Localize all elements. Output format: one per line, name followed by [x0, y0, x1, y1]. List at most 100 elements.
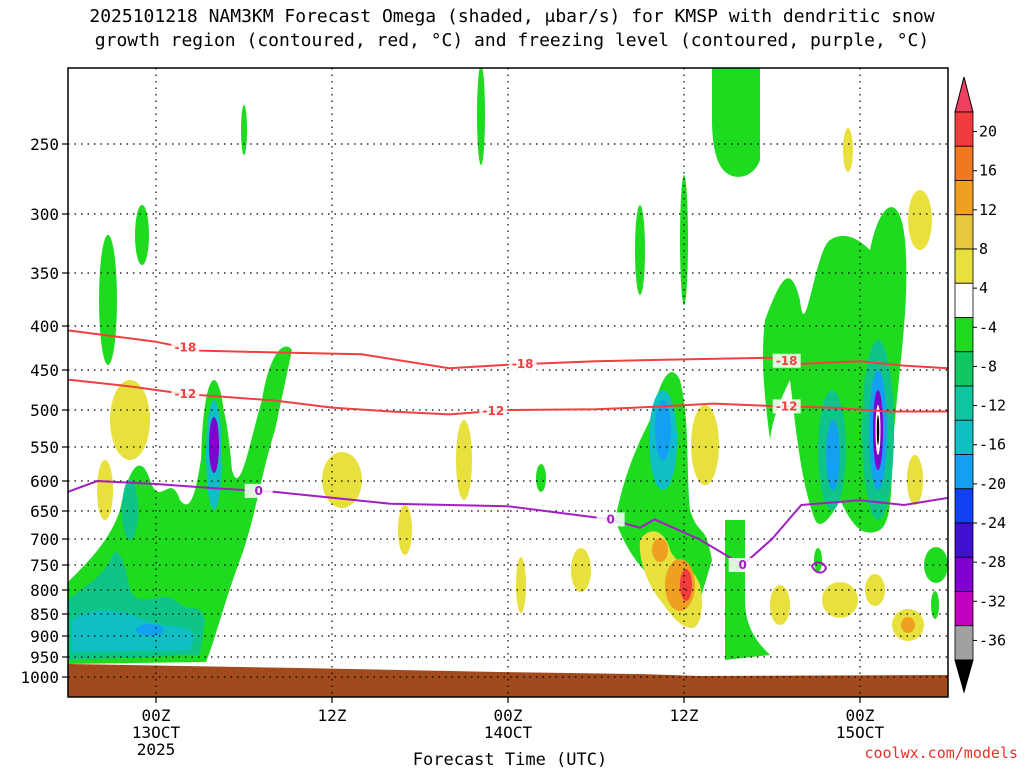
contour-label-bg: [171, 387, 200, 401]
plot-inner: -18 -18 -18 -12 -12 -12 0 0 0: [68, 68, 948, 697]
omega-region-main-blue: [655, 400, 671, 460]
omega-region-main-orange2: [652, 538, 668, 562]
x-axis-label: Forecast Time (UTC): [413, 750, 607, 768]
contour-label-bg: [479, 404, 508, 419]
y-tick-label-800: 800: [30, 581, 59, 600]
colorbar-cell: [954, 522, 974, 558]
omega-region-late-top-yellow: [843, 128, 853, 172]
colorbar-cell: [954, 282, 974, 318]
contour-label-freezing-level: 0: [606, 512, 614, 526]
contour-label-bg: [171, 340, 200, 355]
x-tick-label: 00Z: [846, 706, 875, 725]
contour-label-dsg-minus-18: -18: [776, 354, 798, 368]
y-tick-label-550: 550: [30, 438, 59, 457]
omega-region-top-streak: [241, 105, 247, 155]
colorbar-label: -32: [979, 592, 1006, 610]
colorbar-cell: [954, 419, 974, 455]
colorbar-label: -28: [979, 553, 1006, 571]
omega-region-late-low-yellow4: [770, 585, 790, 625]
omega-region-top-green-block: [712, 68, 760, 177]
colorbar-label: 20: [979, 123, 997, 141]
omega-region-mid-yellow4: [516, 557, 526, 613]
plot-area: -18 -18 -18 -12 -12 -12 0 0 0 250 300 350 400 450 500 5…: [20, 67, 949, 759]
omega-region-main-red: [680, 569, 692, 601]
omega-region-mid-yellow3: [456, 420, 472, 500]
contour-label-dsg-minus-12: -12: [174, 387, 196, 401]
omega-region-late-low-yellow: [822, 582, 858, 618]
x-tick-label: 12Z: [318, 706, 347, 725]
omega-region-early-teal2: [122, 480, 138, 540]
contour-freezing-level-loop: [810, 561, 828, 574]
omega-region-upper-left-green: [99, 235, 117, 365]
omega-region-late-yellow: [907, 455, 923, 505]
colorbar: 20 16 12 8 4 -4 -8 -12 -16 -20 -24 -28 -32 -36: [954, 76, 1006, 694]
contour-label-dsg-minus-12: -12: [482, 404, 504, 418]
y-tick-label-600: 600: [30, 472, 59, 491]
contour-label-dsg-minus-12: -12: [776, 399, 798, 413]
contour-label-dsg-minus-18: -18: [174, 341, 196, 355]
omega-region-upper-green-2: [135, 205, 149, 265]
contour-label-freezing-level: 0: [738, 558, 746, 572]
omega-region-late-blue: [826, 420, 840, 490]
x-tick-label: 2025: [137, 740, 176, 759]
omega-region-early-blue: [136, 624, 164, 636]
omega-region-main-green2: [725, 520, 770, 660]
omega-region-column-purple: [209, 417, 219, 473]
y-tick-label-900: 900: [30, 627, 59, 646]
colorbar-label: -36: [979, 631, 1006, 649]
x-tick-label: 12Z: [670, 706, 699, 725]
x-tick-label: 13OCT: [132, 723, 181, 742]
contour-label-bg: [596, 512, 625, 527]
colorbar-label: 4: [979, 279, 988, 297]
colorbar-cell: [954, 454, 974, 490]
colorbar-bottom-arrow: [954, 659, 974, 694]
omega-region-upper-green-3: [635, 205, 645, 295]
contour-label-bg: [772, 353, 801, 368]
x-tick-label: 00Z: [494, 706, 523, 725]
y-tick-label-850: 850: [30, 605, 59, 624]
colorbar-cell: [954, 385, 974, 421]
colorbar-label: -16: [979, 436, 1006, 454]
x-tick-label: 14OCT: [484, 723, 533, 742]
colorbar-cell: [954, 214, 974, 250]
colorbar-label: -20: [979, 475, 1006, 493]
omega-region-late-green-small: [814, 548, 822, 572]
colorbar-label: 8: [979, 240, 988, 258]
omega-region-late-upper-yellow: [908, 190, 932, 250]
contour-label-bg: [728, 558, 757, 572]
colorbar-label: -4: [979, 318, 997, 336]
contour-dsg-minus-18: [68, 329, 948, 370]
colorbar-label: -8: [979, 357, 997, 375]
omega-region-late-low-orange: [901, 617, 915, 633]
chart-title-line2: growth region (contoured, red, °C) and f…: [95, 30, 929, 51]
omega-region-main-yellow2: [691, 405, 719, 485]
omega-region-top-streak-2: [477, 68, 485, 165]
colorbar-cell: [954, 351, 974, 387]
colorbar-label: 12: [979, 201, 997, 219]
y-tick-label-300: 300: [30, 205, 59, 224]
omega-region-mid-yellow2: [398, 505, 412, 555]
omega-region-early-yellow: [110, 380, 150, 460]
omega-region-early-cyan: [72, 610, 195, 652]
credit-text[interactable]: coolwx.com/models: [864, 744, 1018, 762]
contour-label-bg: [244, 483, 273, 498]
colorbar-label: 16: [979, 162, 997, 180]
omega-region-mid-green: [536, 464, 546, 492]
x-tick-label: 00Z: [142, 706, 171, 725]
colorbar-cell: [954, 591, 974, 627]
colorbar-cell: [954, 556, 974, 592]
chart-title-line1: 2025101218 NAM3KM Forecast Omega (shaded…: [89, 6, 934, 27]
colorbar-cell: [954, 248, 974, 284]
colorbar-label: -12: [979, 397, 1006, 415]
colorbar-top-arrow: [954, 76, 974, 113]
colorbar-cell: [954, 488, 974, 524]
contour-label-dsg-minus-18: -18: [512, 357, 534, 371]
contour-label-bg: [772, 399, 801, 414]
y-tick-label-950: 950: [30, 648, 59, 667]
y-tick-label-350: 350: [30, 264, 59, 283]
y-tick-label-250: 250: [30, 135, 59, 154]
colorbar-cell: [954, 111, 974, 147]
y-tick-label-450: 450: [30, 361, 59, 380]
omega-region-late-core: [876, 415, 880, 445]
